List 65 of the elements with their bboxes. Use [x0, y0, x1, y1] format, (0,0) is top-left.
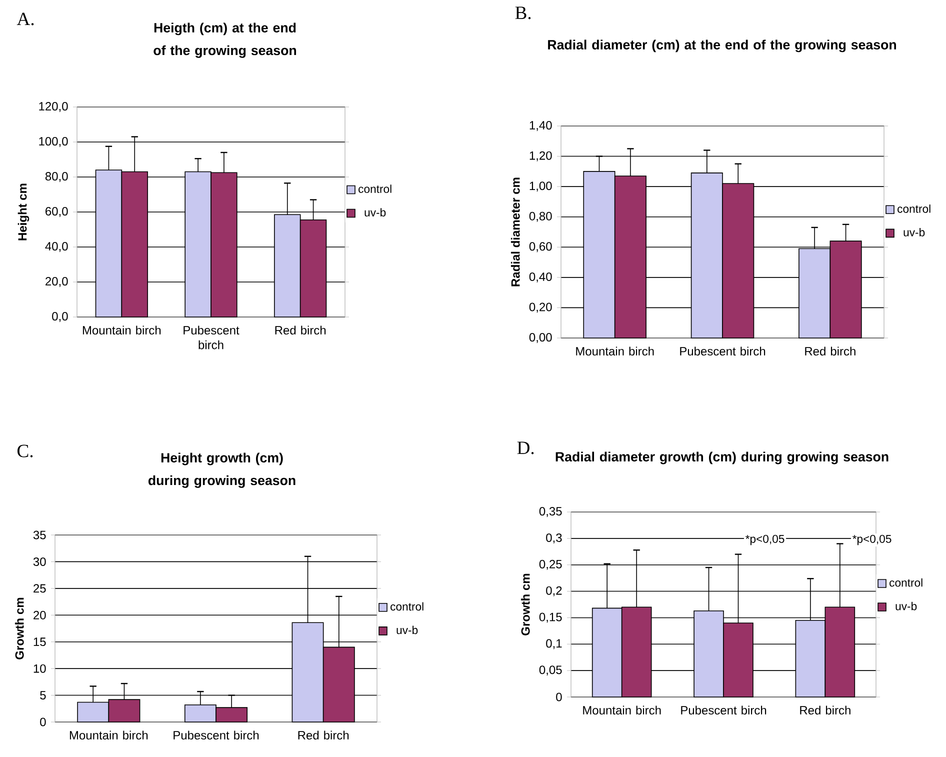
- y-tick-label: 25: [34, 584, 46, 593]
- y-tick-label: 0,60: [529, 242, 552, 252]
- y-tick-label: 35: [33, 530, 46, 540]
- y-tick-label: 0,00: [529, 333, 552, 343]
- legend-label: uv-b: [896, 602, 917, 610]
- chart-title: Radial diameter growth (cm) during growing season: [556, 452, 888, 464]
- x-tick-label: Mountain birch: [70, 730, 148, 740]
- y-tick-label: 0,25: [539, 560, 562, 570]
- y-tick-label: 1,00: [530, 182, 552, 192]
- y-tick-label: 0,0: [52, 312, 68, 322]
- y-tick-label: 20,0: [46, 277, 68, 287]
- y-tick-label: 0,80: [529, 212, 552, 222]
- x-tick-label: Pubescent birch: [680, 346, 766, 356]
- y-tick-label: 80,0: [45, 172, 68, 182]
- y-tick-label: 0,15: [539, 612, 562, 623]
- y-tick-label: 0,05: [539, 666, 562, 676]
- legend-label: uv-b: [904, 228, 925, 236]
- y-tick-label: 1,20: [530, 151, 552, 162]
- x-tick-label: Red birch: [800, 706, 850, 715]
- y-tick-label: 5: [40, 691, 46, 700]
- text: B.: [515, 6, 531, 20]
- chart-title: Radial diameter (cm) at the end of the growing season: [548, 40, 896, 52]
- y-tick-label: 0,20: [529, 302, 552, 313]
- y-axis-title: Height cm: [18, 184, 30, 240]
- x-tick-label: Pubescent birch: [174, 730, 259, 740]
- x-tick-label: Pubescent birch: [184, 326, 240, 350]
- y-tick-label: 10: [34, 664, 46, 673]
- y-tick-label: 1,40: [530, 121, 552, 131]
- y-tick-label: 0,40: [529, 272, 552, 282]
- x-tick-label: Mountain birch: [576, 346, 654, 356]
- legend-label: control: [358, 184, 392, 193]
- legend-label: uv-b: [364, 208, 386, 216]
- text: A.: [16, 12, 34, 26]
- y-tick-label: 30: [33, 557, 46, 566]
- x-tick-label: Mountain birch: [583, 706, 661, 715]
- y-tick-label: 0: [556, 692, 562, 702]
- x-tick-label: Red birch: [275, 326, 326, 335]
- x-tick-label: Pubescent birch: [681, 706, 766, 715]
- text: D.: [517, 442, 534, 454]
- legend-label: uv-b: [396, 626, 418, 634]
- annotation: *p<0,05: [852, 534, 892, 546]
- legend-label: control: [890, 578, 922, 587]
- chart-title: Height growth (cm) during growing season: [148, 452, 296, 488]
- text: C.: [17, 444, 33, 458]
- y-tick-label: 100,0: [39, 137, 68, 147]
- y-tick-label: 0,2: [546, 586, 562, 596]
- x-tick-label: Red birch: [298, 730, 349, 740]
- y-tick-label: 0,3: [546, 533, 562, 544]
- y-axis-title: Growth cm: [14, 598, 24, 660]
- legend-label: control: [390, 602, 424, 611]
- y-tick-label: 40,0: [45, 242, 68, 252]
- y-tick-label: 20: [34, 610, 46, 620]
- chart-title: Heigth (cm) at the end of the growing season: [154, 22, 296, 58]
- x-tick-label: Mountain birch: [82, 326, 161, 335]
- y-tick-label: 60,0: [46, 207, 68, 217]
- y-tick-label: 120,0: [39, 102, 68, 112]
- y-tick-label: 15: [34, 638, 46, 646]
- x-tick-label: Red birch: [805, 346, 856, 356]
- legend-label: control: [898, 204, 930, 213]
- y-axis-title: Growth cm: [520, 574, 530, 636]
- y-tick-label: 0,1: [546, 639, 562, 650]
- y-axis-title: Radial diameter cm: [510, 178, 520, 286]
- y-tick-label: 0: [40, 718, 46, 726]
- y-tick-label: 0,35: [539, 507, 562, 517]
- annotation: *p<0,05: [746, 534, 784, 546]
